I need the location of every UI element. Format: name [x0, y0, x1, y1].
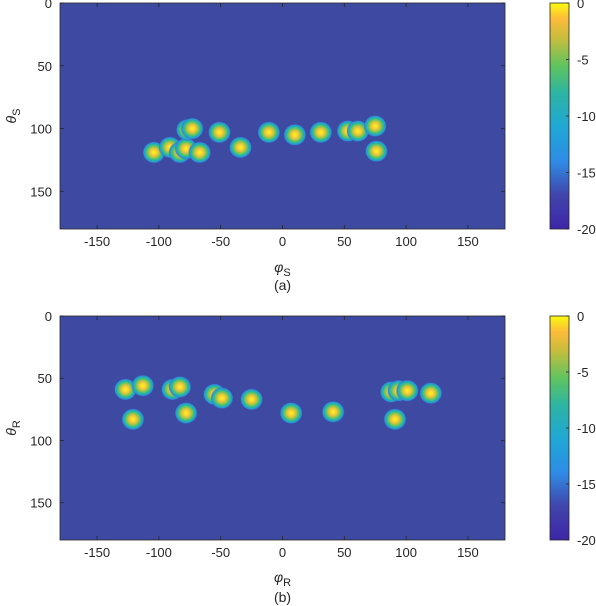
x-axis-subscript: S: [283, 267, 290, 279]
x-tick-label: -100: [146, 545, 172, 560]
heatmap-peak: [131, 374, 155, 397]
x-tick-label: 0: [279, 545, 286, 560]
colorbar: 0 -5 -10 -15 -20: [549, 0, 596, 237]
y-axis-label: θR: [3, 420, 23, 436]
x-tick-label: -150: [84, 545, 110, 560]
heatmap-peak: [207, 121, 231, 144]
axes-box: [59, 315, 506, 541]
x-axis-symbol: φ: [274, 259, 283, 275]
y-tick-label: 100: [30, 122, 52, 137]
heatmap-peak: [364, 140, 388, 163]
x-tick-label: 50: [337, 545, 351, 560]
colorbar-tick-label: -5: [577, 365, 589, 380]
heatmap-peak: [228, 136, 252, 159]
plot-area: [60, 3, 505, 229]
panel-caption: (b): [274, 589, 291, 605]
x-tick-label: 100: [395, 234, 417, 249]
y-axis-subscript: R: [11, 420, 23, 428]
colorbar-tick-label: 0: [577, 309, 584, 324]
colorbar-tick-label: -15: [577, 166, 596, 181]
x-tick-label: -100: [146, 234, 172, 249]
y-tick-label: 0: [45, 0, 52, 11]
x-tick-label: -50: [211, 545, 230, 560]
heatmap-peak: [180, 117, 204, 140]
colorbar-tick-label: -20: [577, 222, 596, 237]
heatmap-peak: [188, 141, 212, 164]
heatmap-peak: [283, 123, 307, 146]
x-tick-label: 150: [457, 545, 479, 560]
y-tick-label: 50: [38, 371, 52, 386]
heatmap-peak: [210, 387, 234, 410]
heatmap-peak: [279, 402, 303, 425]
y-axis-subscript: S: [11, 109, 23, 116]
y-tick-label: 0: [45, 309, 52, 324]
heatmap-peak: [121, 408, 145, 431]
heatmap-peak: [363, 115, 387, 138]
y-axis-symbol: θ: [3, 428, 19, 436]
heatmap-peak: [168, 375, 192, 398]
colorbar-tick-label: -10: [577, 421, 596, 436]
heatmap-peak: [419, 382, 443, 405]
colorbar-tick-label: -5: [577, 53, 589, 68]
y-axis-symbol: θ: [3, 115, 19, 123]
heatmap-peak: [321, 400, 345, 423]
y-axis-label: θS: [3, 109, 23, 124]
panel-b: -150 -100 -50 0 50 100 150050100150φRθR(b)0-5-…: [3, 309, 596, 605]
x-tick-label: 100: [395, 545, 417, 560]
heatmap-peak: [240, 388, 264, 411]
colorbar: 0 -5 -10 -15 -20: [549, 309, 596, 548]
x-tick-label: -50: [211, 234, 230, 249]
axes-box: [59, 2, 506, 230]
colorbar-tick-label: -15: [577, 477, 596, 492]
y-tick-label: 150: [30, 184, 52, 199]
x-axis-label: φS: [274, 259, 290, 279]
heatmap-peak: [309, 121, 333, 144]
y-tick-label: 150: [30, 496, 52, 511]
x-axis-label: φR: [274, 569, 291, 589]
heatmap-peak: [257, 121, 281, 144]
x-axis-symbol: φ: [274, 569, 283, 585]
y-tick-label: 50: [38, 59, 52, 74]
colorbar-tick-label: -20: [577, 533, 596, 548]
heatmap-peak: [174, 402, 198, 425]
heatmap-peak: [383, 408, 407, 431]
y-tick-label: 100: [30, 433, 52, 448]
heatmap-peak: [346, 120, 370, 143]
colorbar-tick-label: 0: [577, 0, 584, 11]
colorbar-tick-label: -10: [577, 109, 596, 124]
panel-a: -150 -100 -50 0 50 100 150050100150φSθS(a)0-5-…: [3, 0, 596, 293]
heatmap-peak: [114, 378, 138, 401]
panel-caption: (a): [274, 277, 291, 293]
x-tick-label: 50: [337, 234, 351, 249]
x-axis-subscript: R: [283, 577, 291, 589]
x-tick-label: 150: [457, 234, 479, 249]
x-tick-label: 0: [279, 234, 286, 249]
x-tick-label: -150: [84, 234, 110, 249]
heatmap-peak: [395, 379, 419, 402]
